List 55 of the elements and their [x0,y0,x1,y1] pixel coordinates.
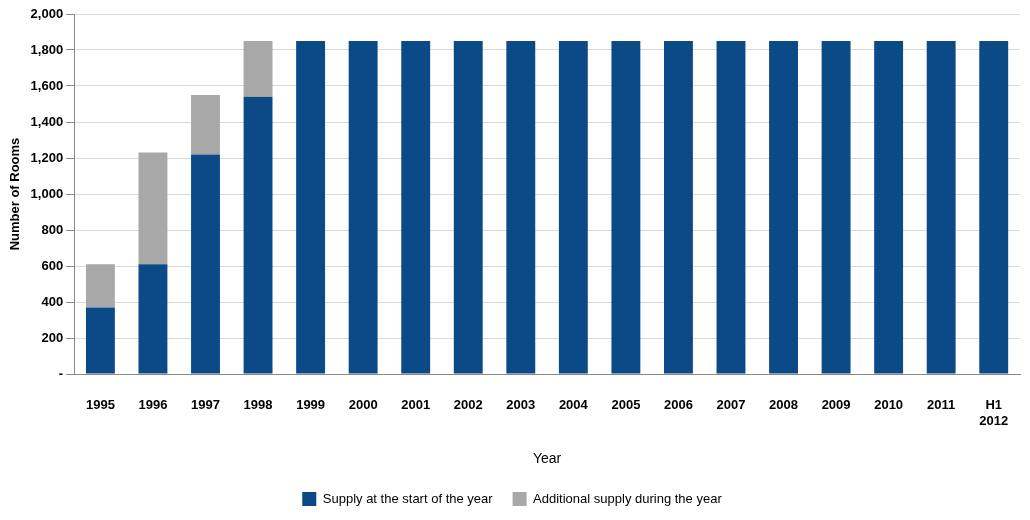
x-tick-label: 2009 [821,397,851,413]
bar [243,96,273,374]
bar [663,41,693,374]
x-tick-label: 1995 [85,397,115,413]
bar [401,41,431,374]
bar [191,95,220,155]
y-tick-label: 400 [41,293,64,309]
bar [453,41,483,374]
bar [191,154,220,374]
x-tick-label: 2010 [874,397,904,413]
y-tick-label: 1,600 [30,77,64,93]
y-tick-label: 2,000 [30,5,64,21]
bar [874,41,904,374]
bar [138,264,168,374]
y-tick-label: 600 [41,257,64,273]
y-tick-label: 200 [41,329,64,345]
x-tick-label: 2008 [769,397,798,413]
bar [926,41,956,374]
x-tick-label: 1996 [138,397,168,413]
x-tick-label: 2005 [611,397,641,413]
y-tick-label: 800 [41,221,64,237]
y-tick-label: 1,200 [30,149,64,165]
bar [138,152,168,265]
bar [611,41,641,374]
bar [85,264,115,308]
bar [821,41,851,374]
x-tick-label: H1 2012 [979,397,1009,428]
x-tick-label: 2003 [506,397,536,413]
y-axis-title: Number of Rooms [7,137,23,251]
x-tick-label: 2004 [558,397,589,413]
x-tick-label: 2006 [663,397,693,413]
x-axis-title: Year [532,450,562,467]
x-tick-label: 1998 [243,397,273,413]
bar [979,41,1009,374]
bar [558,41,588,374]
y-tick-label: 1,000 [30,185,64,201]
y-tick-label: 1,400 [30,113,64,129]
y-tick-label: - [58,365,64,381]
bar [506,41,536,374]
bar [85,307,115,374]
y-tick-label: 1,800 [30,41,64,57]
x-tick-label: 2001 [401,397,431,413]
x-tick-label: 1999 [296,397,326,413]
x-tick-label: 2000 [348,397,378,413]
bar [348,41,378,374]
x-tick-label: 2002 [453,397,483,413]
bar [716,41,746,374]
bar [243,41,273,97]
bar [769,41,798,374]
x-tick-label: 1997 [191,397,220,413]
bar [296,41,326,374]
legend-label: Supply at the start of the year [322,490,494,506]
x-tick-label: 2007 [716,397,746,413]
x-tick-label: 2011 [927,397,956,413]
legend-label: Additional supply during the year [533,490,723,506]
